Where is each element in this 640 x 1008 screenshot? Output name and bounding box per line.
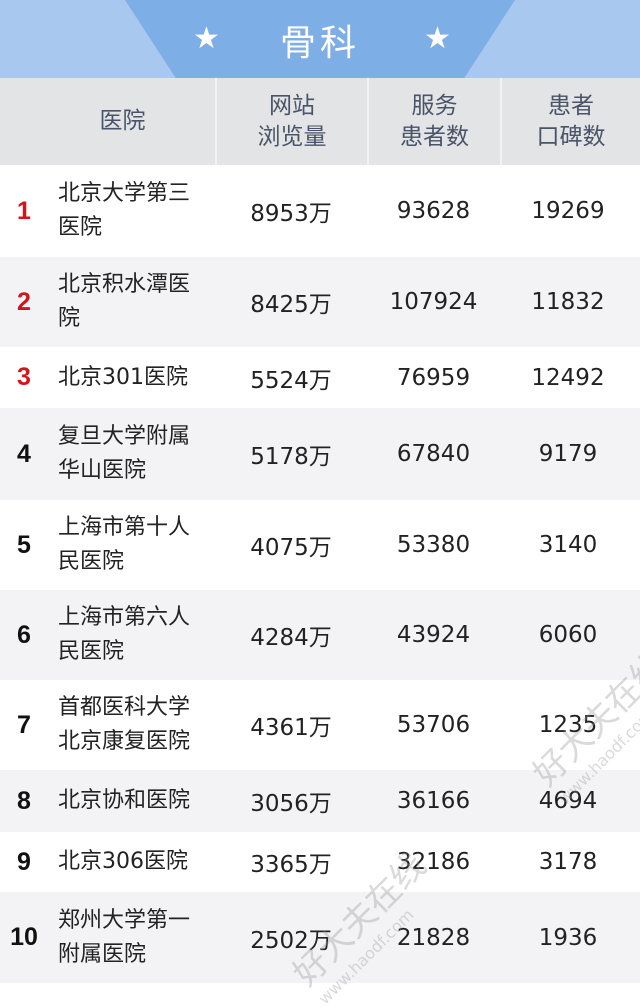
patient-reviews: 6060	[538, 622, 598, 648]
page-views: 4361万	[250, 715, 332, 741]
table-row: 10 郑州大学第一附属医院 2502万 21828 1936	[0, 892, 640, 983]
column-header-hospital: 医院	[99, 108, 146, 134]
table-row: 8 北京协和医院 3056万 36166 4694	[0, 770, 640, 832]
rank-number: 8	[17, 786, 31, 815]
hospital-name: 首都医科大学北京康复医院	[58, 695, 191, 754]
patients-served: 107924	[389, 289, 478, 315]
rank-number: 2	[17, 287, 31, 316]
patients-served: 93628	[396, 198, 471, 224]
patients-served: 43924	[396, 622, 471, 648]
star-icon: ★	[193, 21, 220, 56]
patient-reviews: 3178	[538, 849, 598, 875]
table-row: 1 北京大学第三医院 8953万 93628 19269	[0, 165, 640, 257]
star-icon: ★	[424, 21, 451, 56]
patient-reviews: 3140	[538, 532, 598, 558]
page-views: 5178万	[250, 444, 332, 470]
hospital-name: 北京301医院	[58, 364, 188, 390]
patient-reviews: 4694	[538, 788, 598, 814]
table-row: 5 上海市第十人民医院 4075万 53380 3140	[0, 500, 640, 590]
page-views: 5524万	[250, 367, 332, 394]
page-views: 3056万	[250, 791, 332, 817]
rank-number: 7	[17, 710, 31, 739]
table-row: 2 北京积水潭医院 8425万 107924 11832	[0, 257, 640, 347]
patients-served: 36166	[396, 788, 471, 814]
patient-reviews: 9179	[538, 441, 598, 467]
patient-reviews: 1936	[538, 924, 598, 951]
rank-number: 9	[17, 847, 31, 876]
section-banner: ★ ★ 骨科	[0, 0, 640, 78]
patients-served: 76959	[396, 364, 471, 391]
hospital-name: 北京306医院	[58, 849, 188, 874]
table-row: 9 北京306医院 3365万 32186 3178	[0, 832, 640, 892]
rank-number: 4	[17, 439, 31, 468]
hospital-name: 北京积水潭医院	[58, 272, 191, 331]
banner-center-panel	[125, 0, 515, 78]
rank-number: 10	[10, 923, 38, 951]
column-header-patients: 服务 患者数	[367, 78, 500, 165]
patient-reviews: 12492	[531, 364, 605, 391]
hospital-name: 上海市第六人民医院	[58, 605, 191, 664]
hospital-name: 北京协和医院	[58, 788, 191, 813]
page-views: 3365万	[250, 852, 332, 878]
patients-served: 67840	[396, 441, 471, 467]
patients-served: 53380	[396, 532, 471, 558]
hospital-name: 郑州大学第一附属医院	[58, 907, 191, 967]
hospital-name: 北京大学第三医院	[58, 181, 191, 240]
page-views: 4075万	[250, 535, 332, 561]
table-row: 3 北京301医院 5524万 76959 12492	[0, 347, 640, 408]
hospital-name: 上海市第十人民医院	[58, 515, 191, 574]
patient-reviews: 19269	[531, 198, 605, 224]
table-row: 7 首都医科大学北京康复医院 4361万 53706 1235	[0, 680, 640, 770]
hospital-name: 复旦大学附属华山医院	[58, 424, 191, 483]
patients-served: 21828	[396, 924, 471, 951]
page-views: 8425万	[250, 292, 332, 318]
section-title: 骨科	[279, 23, 360, 64]
table-row: 4 复旦大学附属华山医院 5178万 67840 9179	[0, 408, 640, 500]
page-views: 4284万	[250, 625, 332, 651]
patient-reviews: 1235	[538, 712, 598, 738]
table-row: 6 上海市第六人民医院 4284万 43924 6060	[0, 590, 640, 680]
table-header: 医院 网站 浏览量 服务 患者数 患者 口碑数	[0, 78, 640, 165]
column-header-views: 网站 浏览量	[215, 78, 367, 165]
page-views: 8953万	[250, 201, 332, 227]
column-header-reviews: 患者 口碑数	[500, 78, 640, 165]
rank-number: 1	[17, 196, 31, 225]
page-views: 2502万	[250, 927, 332, 954]
patient-reviews: 11832	[531, 289, 605, 315]
patients-served: 32186	[396, 849, 471, 875]
rank-number: 5	[17, 530, 31, 559]
patients-served: 53706	[396, 712, 471, 738]
rank-number: 3	[17, 363, 31, 391]
rank-number: 6	[17, 620, 31, 649]
